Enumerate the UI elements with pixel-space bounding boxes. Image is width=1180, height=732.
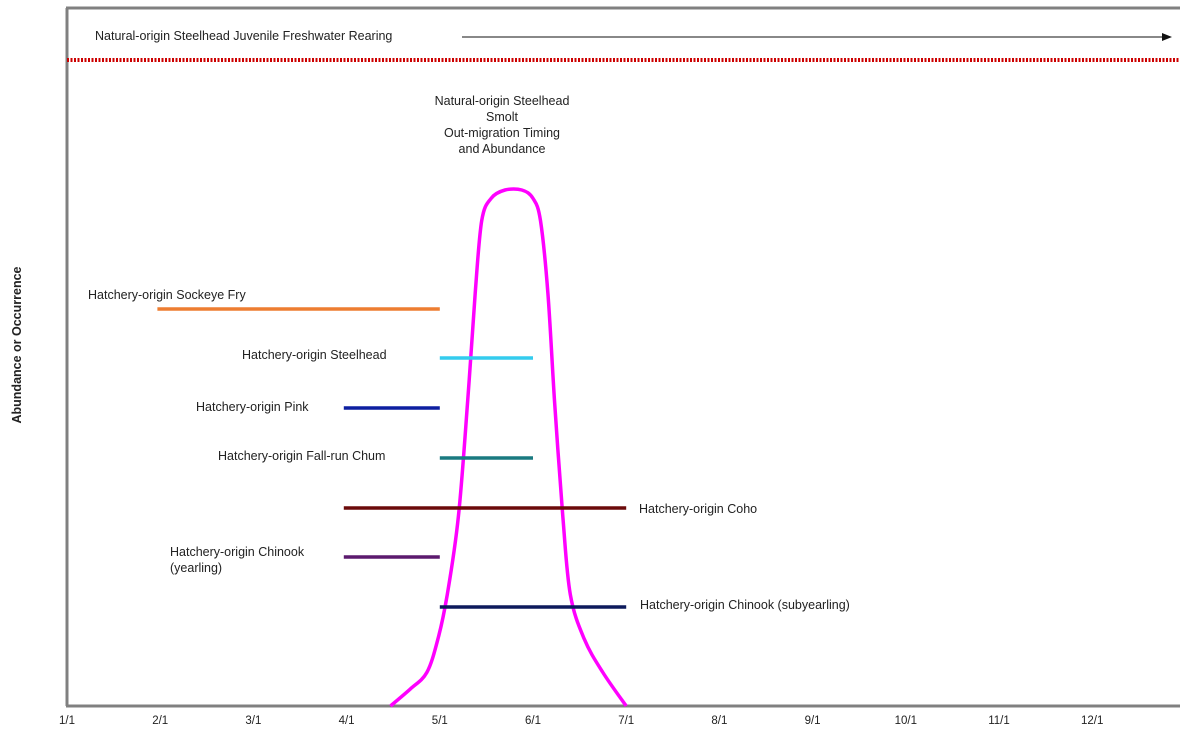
x-tick-label: 11/1 <box>988 715 1010 727</box>
x-tick-label: 3/1 <box>245 715 261 727</box>
hatchery-bar-label-5: Hatchery-origin Coho <box>639 502 757 516</box>
x-tick-label: 9/1 <box>805 715 821 727</box>
smolt-label-line-4: and Abundance <box>459 142 546 156</box>
x-tick-label: 6/1 <box>525 715 541 727</box>
x-tick-label: 10/1 <box>895 715 917 727</box>
hatchery-bar-label-2: Hatchery-origin Steelhead <box>242 348 387 362</box>
hatchery-bar-label-1: Hatchery-origin Sockeye Fry <box>88 288 246 302</box>
hatchery-bar-label-6: Hatchery-origin Chinook (yearling) <box>170 545 305 575</box>
x-tick-label: 4/1 <box>339 715 355 727</box>
smolt-label-line-1: Natural-origin Steelhead <box>435 94 570 108</box>
hatchery-bar-label-3: Hatchery-origin Pink <box>196 400 309 414</box>
x-tick-label: 12/1 <box>1081 715 1103 727</box>
x-tick-label: 2/1 <box>152 715 168 727</box>
hatchery-bar-label-4: Hatchery-origin Fall-run Chum <box>218 449 385 463</box>
hatchery-bar-label-7: Hatchery-origin Chinook (subyearling) <box>640 598 850 612</box>
x-tick-label: 5/1 <box>432 715 448 727</box>
freshwater-rearing-label: Natural-origin Steelhead Juvenile Freshw… <box>95 29 392 43</box>
x-tick-label: 1/1 <box>59 715 75 727</box>
x-tick-label: 7/1 <box>618 715 634 727</box>
smolt-label-line-2: Smolt <box>486 110 518 124</box>
smolt-label-line-3: Out-migration Timing <box>444 126 560 140</box>
x-tick-label: 8/1 <box>711 715 727 727</box>
smolt-abundance-curve <box>389 187 628 708</box>
y-axis-label: Abundance or Occurrence <box>10 266 24 423</box>
freshwater-rearing-arrowhead <box>1162 33 1172 41</box>
